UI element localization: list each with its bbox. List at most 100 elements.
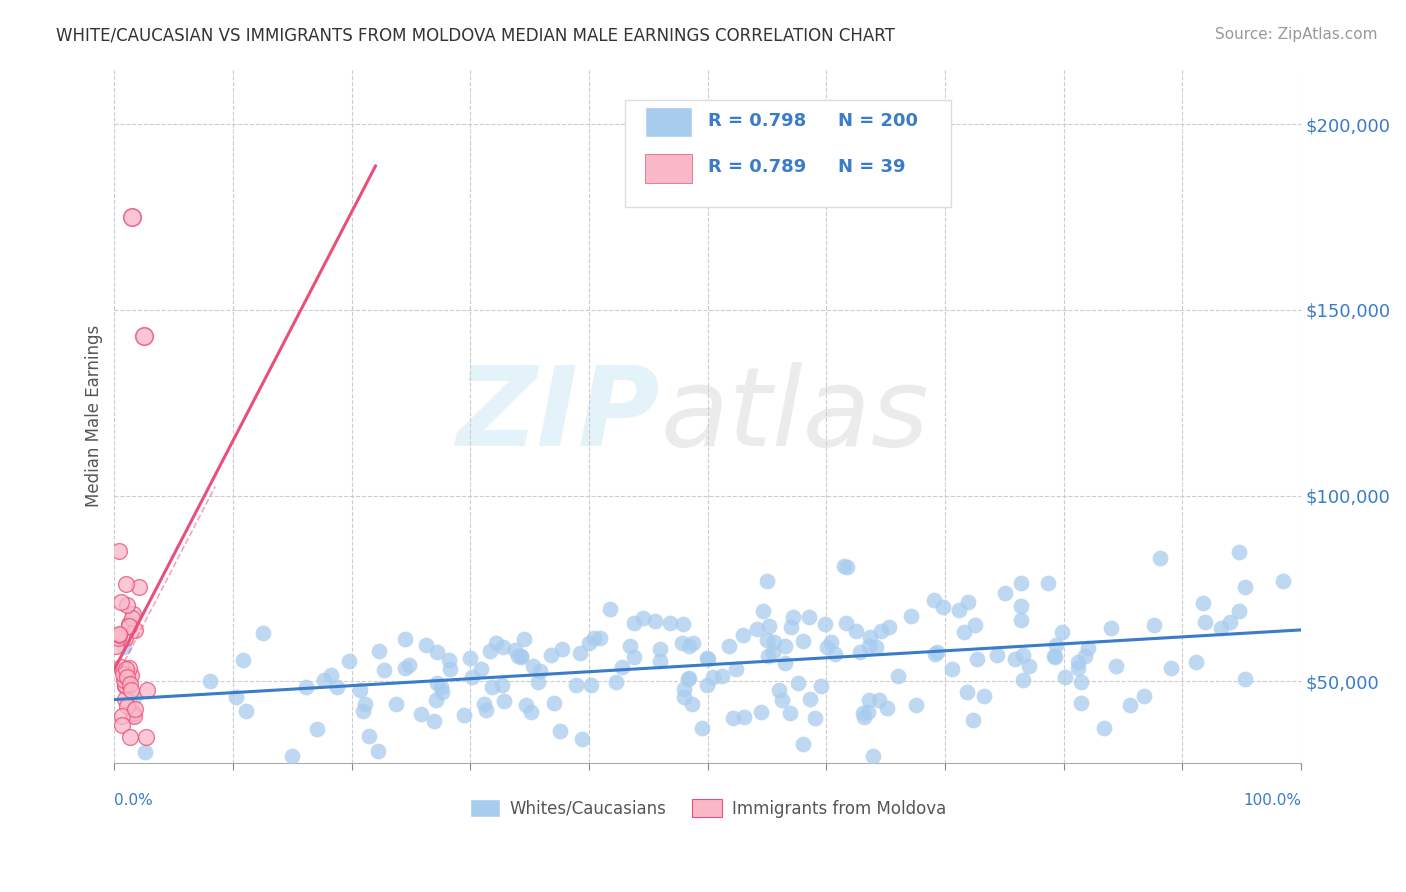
Point	[1067, 655, 1090, 669]
Point	[792, 737, 814, 751]
Point	[121, 611, 143, 625]
Point	[1227, 604, 1250, 618]
Point	[114, 692, 136, 706]
Point	[307, 722, 329, 736]
Point	[724, 662, 747, 676]
Point	[752, 604, 775, 618]
Point	[117, 599, 139, 613]
Point	[1070, 675, 1092, 690]
Point	[810, 679, 832, 693]
Point	[1070, 696, 1092, 710]
Point	[1143, 618, 1166, 632]
Point	[721, 711, 744, 725]
Point	[804, 711, 827, 725]
Point	[508, 648, 530, 663]
Point	[814, 617, 837, 632]
Point	[314, 673, 336, 688]
Point	[280, 748, 302, 763]
Point	[605, 675, 627, 690]
Point	[1067, 661, 1090, 675]
Point	[924, 647, 946, 661]
Point	[865, 640, 887, 654]
Point	[295, 680, 318, 694]
Point	[1192, 596, 1215, 610]
Point	[110, 709, 132, 723]
Point	[225, 690, 247, 705]
Point	[494, 694, 516, 708]
Point	[973, 689, 995, 703]
Point	[118, 617, 141, 632]
Point	[135, 730, 157, 744]
Point	[877, 620, 900, 634]
Point	[114, 577, 136, 591]
Point	[373, 663, 395, 677]
Point	[352, 704, 374, 718]
Point	[115, 699, 138, 714]
Point	[425, 693, 447, 707]
Point	[367, 644, 389, 658]
Point	[453, 707, 475, 722]
Point	[111, 667, 134, 681]
Point	[112, 640, 135, 655]
Point	[815, 640, 838, 654]
Point	[858, 692, 880, 706]
Point	[832, 558, 855, 573]
Point	[1004, 652, 1026, 666]
Point	[426, 645, 449, 659]
FancyBboxPatch shape	[645, 107, 692, 136]
Text: ZIP: ZIP	[457, 362, 661, 469]
Point	[900, 608, 922, 623]
Point	[1160, 661, 1182, 675]
Point	[475, 703, 498, 717]
Point	[359, 729, 381, 743]
Text: 100.0%: 100.0%	[1243, 793, 1301, 808]
Point	[835, 615, 858, 630]
Point	[956, 684, 979, 698]
Point	[747, 623, 769, 637]
Point	[824, 648, 846, 662]
Point	[252, 626, 274, 640]
Point	[437, 653, 460, 667]
Text: Source: ZipAtlas.com: Source: ZipAtlas.com	[1215, 27, 1378, 42]
Point	[1149, 551, 1171, 566]
Point	[986, 648, 1008, 663]
Point	[526, 675, 548, 690]
Point	[394, 661, 416, 675]
Point	[837, 560, 859, 574]
Point	[941, 662, 963, 676]
Point	[509, 649, 531, 664]
Text: atlas: atlas	[661, 362, 929, 469]
Point	[792, 634, 814, 648]
Point	[367, 744, 389, 758]
Point	[1099, 621, 1122, 635]
Point	[755, 633, 778, 648]
Point	[540, 648, 562, 662]
Point	[681, 698, 703, 712]
Point	[690, 721, 713, 735]
Point	[105, 639, 128, 653]
Point	[862, 748, 884, 763]
Text: N = 200: N = 200	[838, 112, 918, 129]
Point	[927, 645, 949, 659]
Point	[966, 652, 988, 666]
Point	[110, 595, 132, 609]
Point	[799, 692, 821, 706]
Point	[491, 678, 513, 692]
Point	[610, 660, 633, 674]
Point	[1010, 599, 1032, 614]
Point	[849, 645, 872, 659]
Y-axis label: Median Male Earnings: Median Male Earnings	[86, 325, 103, 507]
Point	[852, 706, 875, 720]
Point	[650, 654, 672, 668]
Text: WHITE/CAUCASIAN VS IMMIGRANTS FROM MOLDOVA MEDIAN MALE EARNINGS CORRELATION CHAR: WHITE/CAUCASIAN VS IMMIGRANTS FROM MOLDO…	[56, 27, 896, 45]
Point	[349, 682, 371, 697]
Point	[756, 574, 779, 589]
Point	[956, 594, 979, 608]
Point	[1194, 615, 1216, 629]
Point	[522, 658, 544, 673]
Point	[856, 706, 879, 720]
Point	[568, 646, 591, 660]
Point	[578, 636, 600, 650]
Point	[731, 627, 754, 641]
Point	[770, 693, 793, 707]
